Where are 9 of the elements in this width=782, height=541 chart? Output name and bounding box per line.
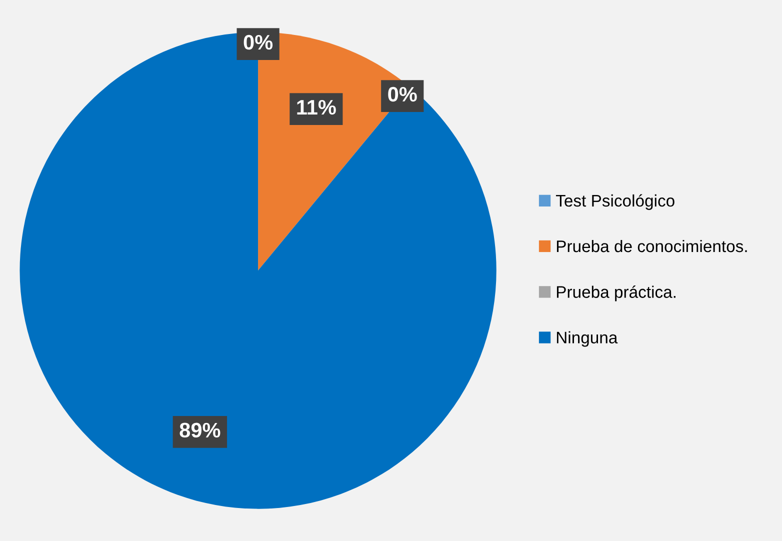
data-label: 11% <box>297 100 336 115</box>
data-label: 89% <box>180 422 220 438</box>
text: 0% <box>388 86 417 102</box>
legend-label: Prueba de conocimientos. <box>556 240 747 252</box>
legend-label: Prueba práctica. <box>556 286 676 302</box>
text: 0% <box>244 34 273 50</box>
legend-label: Test Psicológico <box>556 194 674 210</box>
pie-slice <box>20 32 496 509</box>
legend-label: Ninguna <box>556 331 618 347</box>
